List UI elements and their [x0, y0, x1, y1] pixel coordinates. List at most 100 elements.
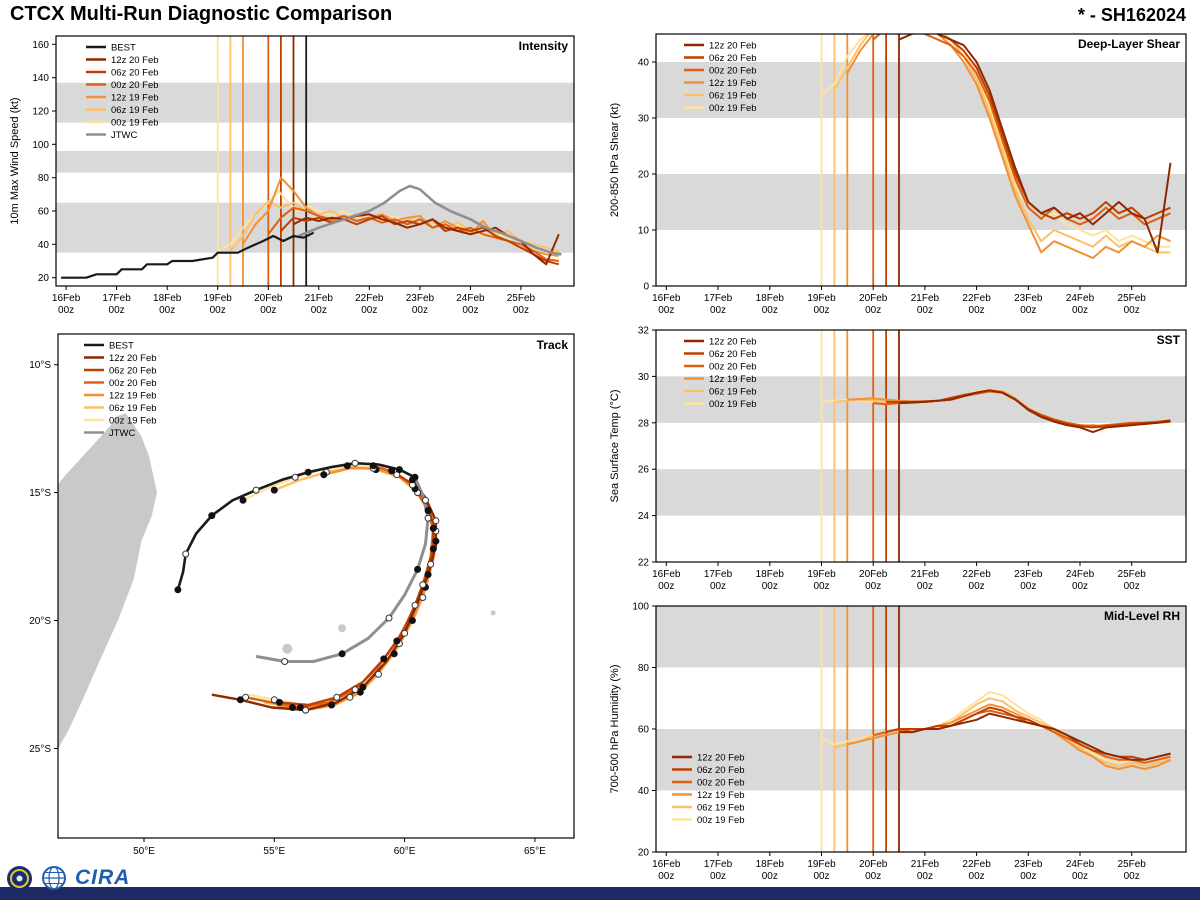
svg-text:22Feb: 22Feb [962, 569, 991, 580]
svg-text:00z: 00z [1020, 305, 1036, 316]
svg-text:23Feb: 23Feb [1014, 293, 1043, 304]
svg-text:00z 19 Feb: 00z 19 Feb [111, 117, 159, 128]
svg-text:25Feb: 25Feb [1118, 859, 1147, 870]
svg-text:00z: 00z [658, 581, 674, 592]
svg-text:28: 28 [638, 418, 650, 429]
svg-text:00z: 00z [710, 305, 726, 316]
svg-text:00z 20 Feb: 00z 20 Feb [109, 378, 157, 389]
svg-text:12z 20 Feb: 12z 20 Feb [109, 353, 157, 364]
svg-text:00z: 00z [917, 871, 933, 882]
svg-text:12z 19 Feb: 12z 19 Feb [111, 92, 159, 103]
svg-text:12z 19 Feb: 12z 19 Feb [709, 374, 757, 385]
svg-text:25°S: 25°S [29, 744, 51, 755]
svg-text:140: 140 [32, 73, 49, 84]
logo-row: CIRA [6, 864, 130, 892]
sst-chart: 22242628303216Feb00z17Feb00z18Feb00z19Fe… [609, 326, 1187, 592]
svg-text:00z: 00z [260, 305, 276, 316]
svg-text:30: 30 [638, 372, 650, 383]
svg-text:00z: 00z [1020, 871, 1036, 882]
svg-text:06z 19 Feb: 06z 19 Feb [697, 802, 745, 813]
svg-text:19Feb: 19Feb [204, 293, 233, 304]
svg-text:00z 20 Feb: 00z 20 Feb [111, 80, 159, 91]
svg-text:00z: 00z [1072, 871, 1088, 882]
svg-text:Sea Surface Temp (°C): Sea Surface Temp (°C) [609, 389, 621, 502]
svg-text:00z: 00z [710, 871, 726, 882]
svg-text:40: 40 [38, 240, 50, 251]
svg-text:60: 60 [38, 207, 50, 218]
svg-text:06z 20 Feb: 06z 20 Feb [111, 67, 159, 78]
intensity-chart: 2040608010012014016016Feb00z17Feb00z18Fe… [9, 35, 575, 316]
svg-text:12z 20 Feb: 12z 20 Feb [709, 336, 757, 347]
svg-text:100: 100 [632, 602, 649, 613]
svg-text:15°S: 15°S [29, 488, 51, 499]
intensity-panel: 20 40 60 80 100 120 140 160 16Feb 00z 17Feb 00z 18Fe… [6, 30, 582, 324]
svg-text:20Feb: 20Feb [254, 293, 283, 304]
svg-text:00z: 00z [762, 871, 778, 882]
svg-text:00z: 00z [969, 305, 985, 316]
svg-text:100: 100 [32, 140, 49, 151]
svg-text:21Feb: 21Feb [911, 569, 940, 580]
svg-text:00z: 00z [1072, 581, 1088, 592]
svg-text:22: 22 [638, 558, 650, 569]
svg-text:60: 60 [638, 725, 650, 736]
svg-text:0: 0 [643, 282, 649, 293]
deep-layer-shear-panel: 0 10 20 30 40 16Feb 00z 17Feb 00z 18Feb 00z 19Feb 00… [606, 28, 1194, 324]
svg-text:20°S: 20°S [29, 616, 51, 627]
svg-text:00z: 00z [813, 871, 829, 882]
svg-text:06z 19 Feb: 06z 19 Feb [109, 403, 157, 414]
svg-text:00z 19 Feb: 00z 19 Feb [697, 815, 745, 826]
svg-text:12z 19 Feb: 12z 19 Feb [697, 790, 745, 801]
footer-bar [0, 887, 1200, 900]
svg-text:00z: 00z [210, 305, 226, 316]
svg-text:00z 19 Feb: 00z 19 Feb [709, 399, 757, 410]
track-map-panel: 50°E 55°E 60°E 65°E 10°S 15°S 20°S 25°S Track BES… [6, 328, 582, 868]
svg-text:00z: 00z [1072, 305, 1088, 316]
nrl-logo [7, 865, 32, 891]
svg-text:JTWC: JTWC [109, 428, 136, 439]
svg-text:17Feb: 17Feb [704, 569, 733, 580]
svg-text:10: 10 [638, 226, 650, 237]
svg-text:26: 26 [638, 465, 650, 476]
svg-text:80: 80 [638, 663, 650, 674]
svg-text:22Feb: 22Feb [962, 859, 991, 870]
svg-text:10°S: 10°S [29, 360, 51, 371]
svg-text:00z: 00z [658, 871, 674, 882]
track-chart: 50°E 55°E 60°E 65°E 10°S 15°S 20°S 25°S Track BES… [29, 333, 575, 857]
svg-text:18Feb: 18Feb [756, 293, 785, 304]
svg-text:25Feb: 25Feb [507, 293, 536, 304]
svg-text:40: 40 [638, 786, 650, 797]
svg-text:17Feb: 17Feb [704, 293, 733, 304]
svg-text:BEST: BEST [111, 42, 136, 53]
svg-text:00z: 00z [311, 305, 327, 316]
svg-text:12z 19 Feb: 12z 19 Feb [709, 78, 757, 89]
svg-text:21Feb: 21Feb [305, 293, 334, 304]
svg-text:20Feb: 20Feb [859, 859, 888, 870]
svg-text:00z: 00z [159, 305, 175, 316]
cira-globe-icon [42, 866, 66, 890]
svg-text:20: 20 [638, 848, 650, 859]
svg-text:20: 20 [38, 273, 50, 284]
svg-text:Track: Track [537, 338, 569, 352]
svg-text:32: 32 [638, 326, 650, 337]
svg-text:06z 19 Feb: 06z 19 Feb [709, 90, 757, 101]
svg-text:20: 20 [638, 170, 650, 181]
svg-text:Intensity: Intensity [519, 39, 569, 53]
svg-text:40: 40 [638, 58, 650, 69]
svg-text:22Feb: 22Feb [355, 293, 384, 304]
svg-text:SST: SST [1157, 333, 1181, 347]
svg-text:00z: 00z [412, 305, 428, 316]
svg-text:00z: 00z [865, 581, 881, 592]
svg-text:25Feb: 25Feb [1118, 569, 1147, 580]
svg-text:00z: 00z [969, 581, 985, 592]
svg-text:12z 20 Feb: 12z 20 Feb [697, 752, 745, 763]
svg-text:60°E: 60°E [394, 846, 416, 857]
svg-text:700-500 hPa Humidity (%): 700-500 hPa Humidity (%) [609, 664, 621, 793]
svg-text:18Feb: 18Feb [756, 569, 785, 580]
svg-text:24Feb: 24Feb [1066, 569, 1095, 580]
svg-text:00z: 00z [1124, 305, 1140, 316]
svg-text:00z: 00z [917, 581, 933, 592]
svg-text:22Feb: 22Feb [962, 293, 991, 304]
svg-text:200-850 hPa Shear (kt): 200-850 hPa Shear (kt) [609, 103, 621, 217]
svg-text:12z 20 Feb: 12z 20 Feb [709, 40, 757, 51]
svg-text:00z 19 Feb: 00z 19 Feb [709, 103, 757, 114]
